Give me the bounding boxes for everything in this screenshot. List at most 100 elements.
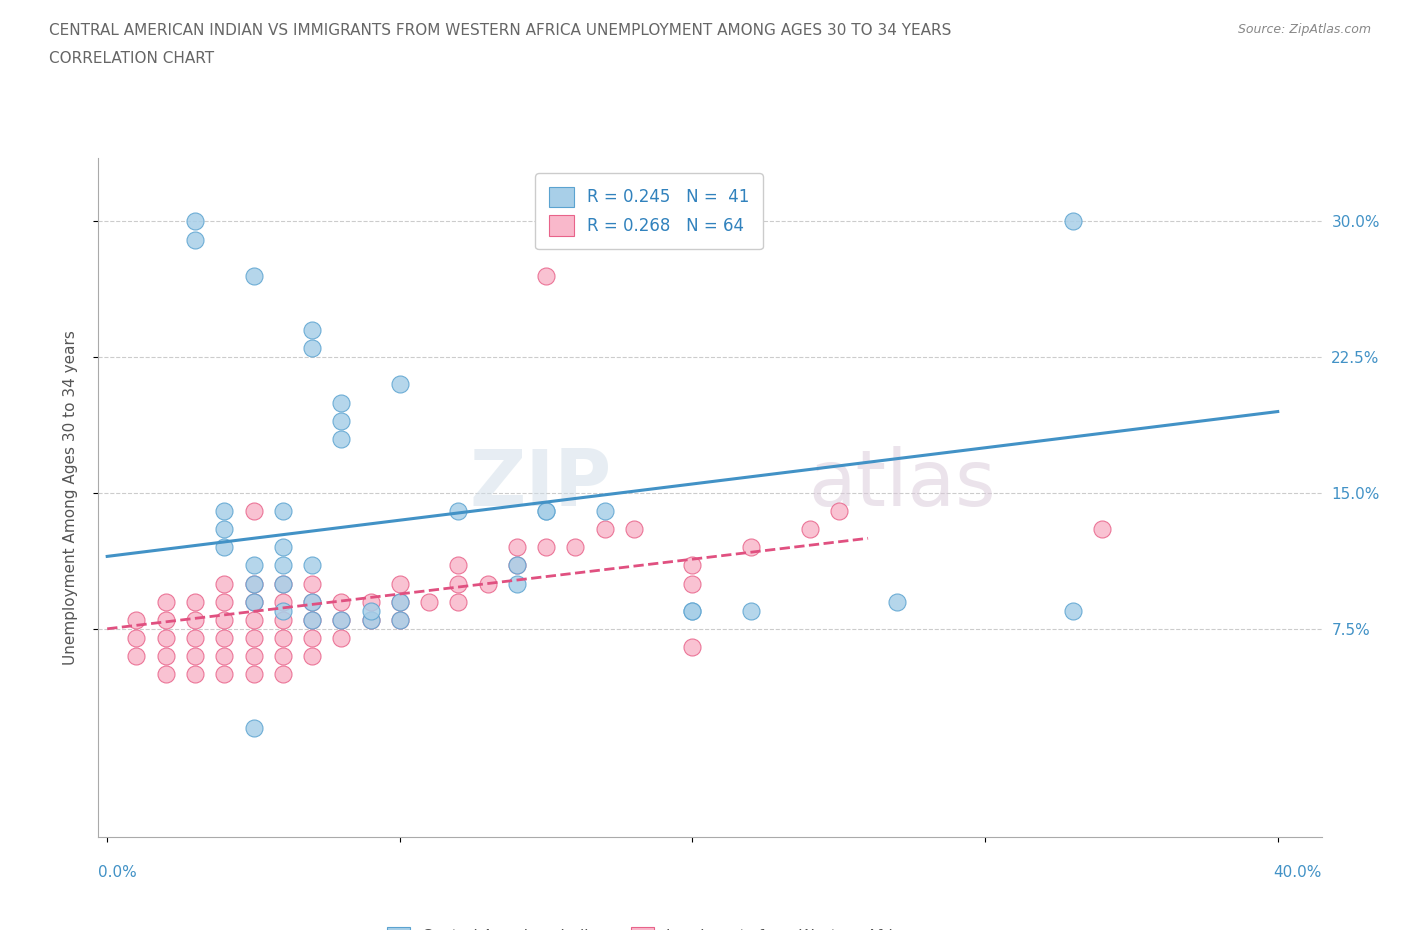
Point: [184, 232, 207, 247]
Point: [1062, 604, 1084, 618]
Point: [388, 594, 411, 609]
Text: Source: ZipAtlas.com: Source: ZipAtlas.com: [1237, 23, 1371, 36]
Point: [242, 594, 264, 609]
Point: [330, 432, 353, 446]
Point: [271, 612, 294, 627]
Point: [242, 576, 264, 591]
Point: [242, 558, 264, 573]
Point: [506, 558, 529, 573]
Point: [360, 612, 382, 627]
Point: [184, 214, 207, 229]
Point: [682, 640, 704, 655]
Point: [330, 612, 353, 627]
Point: [740, 604, 762, 618]
Text: atlas: atlas: [808, 446, 995, 522]
Point: [271, 540, 294, 555]
Text: CORRELATION CHART: CORRELATION CHART: [49, 51, 214, 66]
Point: [330, 395, 353, 410]
Point: [534, 504, 557, 519]
Point: [271, 594, 294, 609]
Point: [447, 594, 470, 609]
Point: [212, 594, 235, 609]
Point: [184, 648, 207, 663]
Point: [388, 576, 411, 591]
Point: [184, 612, 207, 627]
Point: [242, 269, 264, 284]
Point: [828, 504, 851, 519]
Point: [125, 612, 148, 627]
Point: [682, 576, 704, 591]
Point: [564, 540, 586, 555]
Point: [447, 576, 470, 591]
Point: [360, 604, 382, 618]
Point: [388, 612, 411, 627]
Point: [593, 522, 616, 537]
Text: CENTRAL AMERICAN INDIAN VS IMMIGRANTS FROM WESTERN AFRICA UNEMPLOYMENT AMONG AGE: CENTRAL AMERICAN INDIAN VS IMMIGRANTS FR…: [49, 23, 952, 38]
Point: [212, 631, 235, 645]
Point: [506, 540, 529, 555]
Point: [534, 504, 557, 519]
Point: [184, 667, 207, 682]
Point: [242, 648, 264, 663]
Point: [242, 576, 264, 591]
Point: [212, 612, 235, 627]
Point: [388, 612, 411, 627]
Point: [212, 648, 235, 663]
Point: [125, 648, 148, 663]
Point: [886, 594, 908, 609]
Point: [271, 604, 294, 618]
Text: 40.0%: 40.0%: [1274, 865, 1322, 880]
Point: [301, 323, 323, 338]
Point: [242, 594, 264, 609]
Point: [506, 576, 529, 591]
Point: [447, 558, 470, 573]
Point: [155, 648, 177, 663]
Point: [271, 576, 294, 591]
Point: [682, 604, 704, 618]
Point: [330, 612, 353, 627]
Point: [1062, 214, 1084, 229]
Point: [271, 631, 294, 645]
Point: [534, 269, 557, 284]
Point: [418, 594, 440, 609]
Point: [301, 340, 323, 355]
Point: [301, 594, 323, 609]
Point: [799, 522, 821, 537]
Point: [360, 612, 382, 627]
Point: [330, 631, 353, 645]
Point: [682, 558, 704, 573]
Point: [242, 612, 264, 627]
Point: [330, 594, 353, 609]
Point: [301, 612, 323, 627]
Point: [155, 594, 177, 609]
Point: [623, 522, 645, 537]
Point: [301, 558, 323, 573]
Point: [506, 558, 529, 573]
Legend: Central American Indians, Immigrants from Western Africa: Central American Indians, Immigrants fro…: [381, 921, 917, 930]
Point: [388, 594, 411, 609]
Point: [212, 504, 235, 519]
Point: [242, 721, 264, 736]
Point: [682, 604, 704, 618]
Point: [301, 648, 323, 663]
Point: [212, 522, 235, 537]
Point: [740, 540, 762, 555]
Point: [271, 558, 294, 573]
Point: [301, 594, 323, 609]
Point: [1091, 522, 1114, 537]
Point: [534, 540, 557, 555]
Point: [184, 594, 207, 609]
Point: [271, 648, 294, 663]
Point: [242, 504, 264, 519]
Point: [301, 612, 323, 627]
Point: [155, 631, 177, 645]
Y-axis label: Unemployment Among Ages 30 to 34 years: Unemployment Among Ages 30 to 34 years: [63, 330, 77, 665]
Point: [271, 667, 294, 682]
Point: [593, 504, 616, 519]
Point: [155, 667, 177, 682]
Point: [212, 667, 235, 682]
Point: [242, 667, 264, 682]
Text: 0.0%: 0.0%: [98, 865, 138, 880]
Point: [360, 594, 382, 609]
Point: [212, 576, 235, 591]
